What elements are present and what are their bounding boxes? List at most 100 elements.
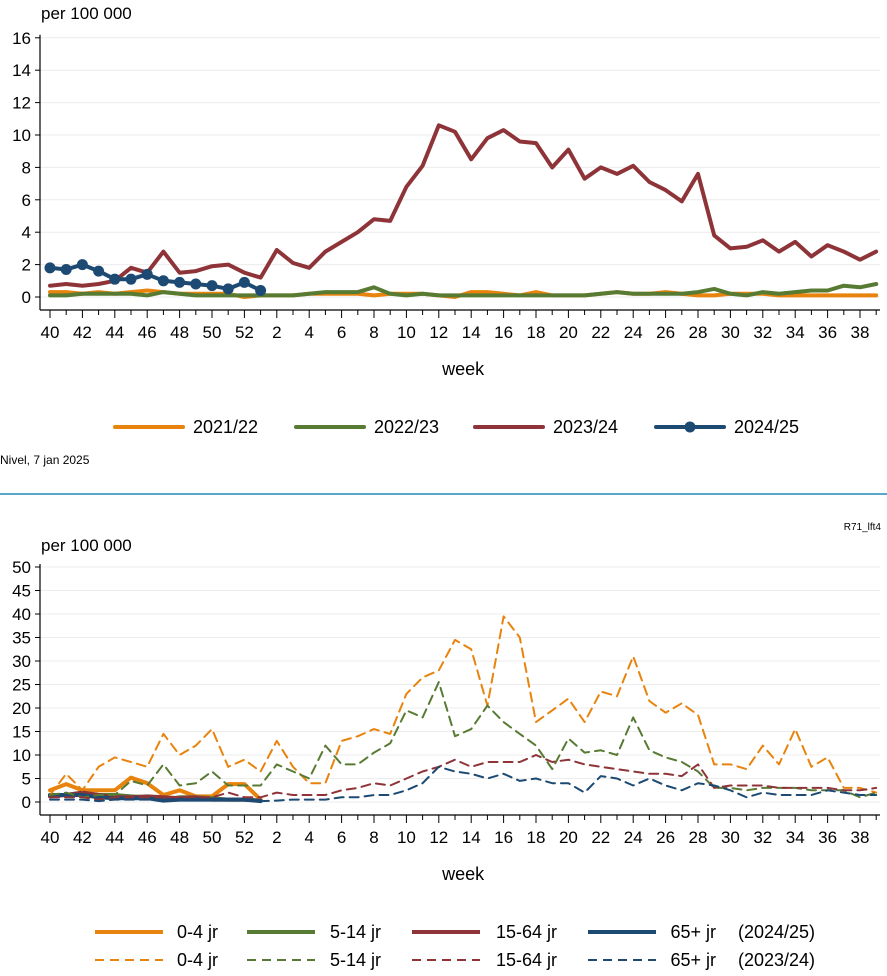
x-tick-label: 52 (235, 828, 254, 847)
x-tick-label: 6 (337, 828, 346, 847)
x-tick-label: 38 (851, 323, 870, 342)
data-point (76, 259, 88, 271)
data-point (190, 278, 202, 290)
series-line-0-4-jr-2023-24 (49, 615, 878, 796)
series-line-15-64-jr-2023-24 (49, 754, 878, 801)
y-tick-label: 10 (12, 746, 31, 765)
legend-label: 0-4 jr (177, 950, 218, 970)
y-tick-label: 35 (12, 629, 31, 648)
x-tick-label: 44 (105, 828, 124, 847)
x-tick-label: 24 (624, 828, 643, 847)
x-tick-label: 26 (656, 323, 675, 342)
y-tick-label: 12 (12, 94, 31, 113)
x-tick-label: 8 (369, 828, 378, 847)
x-tick-label: 6 (337, 323, 346, 342)
data-point (60, 263, 72, 275)
y-tick-label: 10 (12, 126, 31, 145)
x-tick-label: 50 (203, 828, 222, 847)
y-tick-label: 25 (12, 676, 31, 695)
x-tick-label: 38 (851, 828, 870, 847)
data-point (157, 275, 169, 287)
y-tick-label: 6 (22, 191, 31, 210)
data-point (93, 265, 105, 277)
x-tick-label: 50 (203, 323, 222, 342)
x-tick-label: 8 (369, 323, 378, 342)
data-point (255, 285, 267, 297)
legend-label: 2022/23 (374, 417, 439, 437)
x-tick-label: 2 (272, 323, 281, 342)
y-tick-label: 4 (22, 223, 31, 242)
x-tick-label: 14 (462, 323, 481, 342)
x-tick-label: 2 (272, 828, 281, 847)
series-line-65+-jr-2023-24 (49, 765, 878, 803)
legend-season-label: (2024/25) (738, 922, 815, 942)
x-tick-label: 16 (494, 828, 513, 847)
data-point (222, 283, 234, 295)
x-tick-label: 24 (624, 323, 643, 342)
x-tick-label: 32 (753, 828, 772, 847)
x-tick-label: 20 (559, 323, 578, 342)
x-tick-label: 48 (170, 828, 189, 847)
series-line-2022-23 (48, 282, 879, 298)
x-tick-label: 4 (304, 323, 313, 342)
data-point (238, 276, 250, 288)
chart-code: R71_lft4 (843, 522, 881, 533)
data-point (125, 273, 137, 285)
series-line-5-14-jr-2023-24 (49, 681, 878, 799)
y-tick-label: 20 (12, 699, 31, 718)
legend-label: 65+ jr (670, 922, 716, 942)
x-tick-label: 4 (304, 828, 313, 847)
data-point (141, 268, 153, 280)
x-tick-label: 46 (138, 323, 157, 342)
x-tick-label: 30 (721, 828, 740, 847)
x-tick-label: 42 (73, 828, 92, 847)
x-tick-label: 44 (105, 323, 124, 342)
legend-label: 2023/24 (553, 417, 618, 437)
legend-label: 65+ jr (670, 950, 716, 970)
y-tick-label: 14 (12, 61, 31, 80)
x-tick-label: 12 (429, 828, 448, 847)
legend-label: 0-4 jr (177, 922, 218, 942)
x-tick-label: 16 (494, 323, 513, 342)
x-tick-label: 48 (170, 323, 189, 342)
source-note: Nivel, 7 jan 2025 (0, 453, 90, 467)
x-tick-label: 34 (786, 828, 805, 847)
x-tick-label: 40 (41, 828, 60, 847)
x-tick-label: 22 (591, 828, 610, 847)
legend-marker (684, 421, 696, 433)
x-tick-label: 36 (818, 323, 837, 342)
y-tick-label: 2 (22, 256, 31, 275)
y-tick-label: 30 (12, 652, 31, 671)
data-point (109, 273, 121, 285)
x-tick-label: 42 (73, 323, 92, 342)
legend-label: 2021/22 (193, 417, 258, 437)
data-point (44, 262, 56, 274)
legend-label: 15-64 jr (496, 950, 557, 970)
top-chart-unit-label: per 100 000 (41, 4, 132, 23)
y-tick-label: 5 (22, 770, 31, 789)
x-tick-label: 32 (753, 323, 772, 342)
series-line-0-4-jr-2024-25 (48, 775, 263, 802)
x-tick-label: 14 (462, 828, 481, 847)
x-tick-label: 12 (429, 323, 448, 342)
y-tick-label: 0 (22, 288, 31, 307)
legend-label: 2024/25 (734, 417, 799, 437)
x-tick-label: 10 (397, 323, 416, 342)
x-tick-label: 18 (527, 828, 546, 847)
x-tick-label: 34 (786, 323, 805, 342)
y-tick-label: 40 (12, 605, 31, 624)
x-tick-label: 40 (41, 323, 60, 342)
y-tick-label: 16 (12, 29, 31, 48)
y-tick-label: 15 (12, 723, 31, 742)
legend-label: 5-14 jr (330, 922, 381, 942)
x-tick-label: 18 (527, 323, 546, 342)
legend-label: 15-64 jr (496, 922, 557, 942)
x-tick-label: 10 (397, 828, 416, 847)
x-tick-label: 28 (689, 828, 708, 847)
series-line-2023-24 (48, 123, 879, 288)
x-tick-label: 30 (721, 323, 740, 342)
x-tick-label: 28 (689, 323, 708, 342)
y-tick-label: 45 (12, 582, 31, 601)
